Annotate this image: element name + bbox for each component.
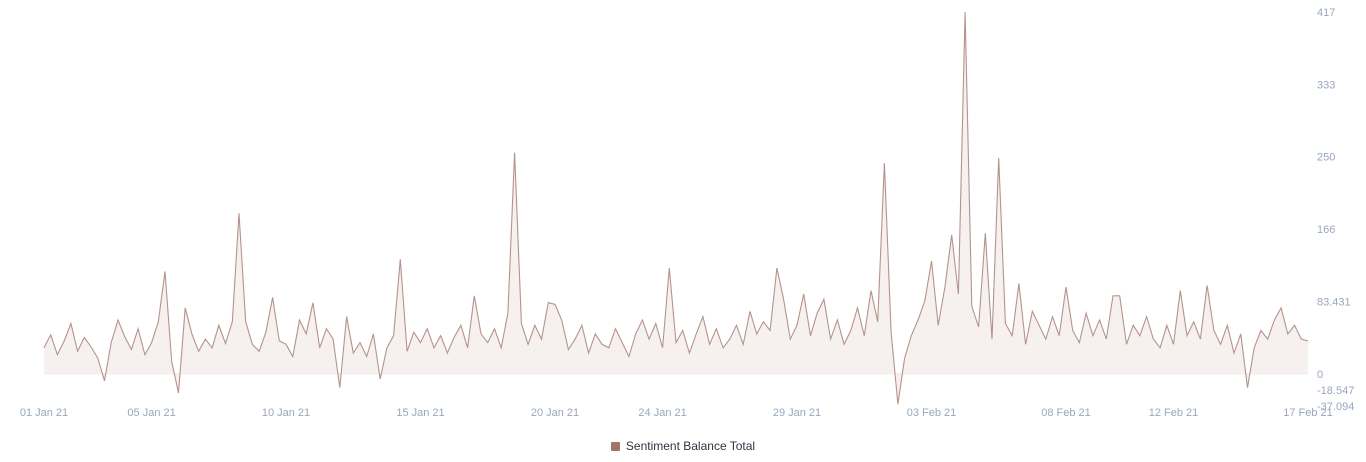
x-axis-tick-label: 01 Jan 21 <box>20 407 68 419</box>
x-axis-tick-label: 15 Jan 21 <box>396 407 444 419</box>
x-axis-tick-label: 10 Jan 21 <box>262 407 310 419</box>
legend-item-sentiment-balance-total[interactable]: Sentiment Balance Total <box>610 439 756 453</box>
y-axis-tick-label: 83.431 <box>1317 297 1351 309</box>
y-axis-tick-label: 166 <box>1317 224 1335 236</box>
x-axis-tick-label: 17 Feb 21 <box>1283 407 1333 419</box>
legend-label: Sentiment Balance Total <box>625 439 756 453</box>
y-axis-tick-label: 417 <box>1317 7 1335 19</box>
series-line <box>43 12 1309 405</box>
series-area-fill <box>44 12 1308 405</box>
y-axis-tick-label: 0 <box>1317 369 1323 381</box>
y-axis-tick-label: -37.094 <box>1317 401 1354 413</box>
x-axis-tick-label: 03 Feb 21 <box>907 407 957 419</box>
y-axis-tick-label: 333 <box>1317 79 1335 91</box>
y-axis-tick-label: -18.547 <box>1317 385 1354 397</box>
x-axis-tick-label: 24 Jan 21 <box>638 407 686 419</box>
x-axis-tick-label: 08 Feb 21 <box>1041 407 1091 419</box>
x-axis-tick-label: 20 Jan 21 <box>531 407 579 419</box>
x-axis-tick-label: 05 Jan 21 <box>127 407 175 419</box>
x-axis-tick-label: 12 Feb 21 <box>1149 407 1199 419</box>
legend-marker-swatch <box>610 441 620 451</box>
chart-legend: Sentiment Balance Total <box>0 439 1366 453</box>
x-axis-tick-label: 29 Jan 21 <box>773 407 821 419</box>
y-axis-tick-label: 250 <box>1317 152 1335 164</box>
